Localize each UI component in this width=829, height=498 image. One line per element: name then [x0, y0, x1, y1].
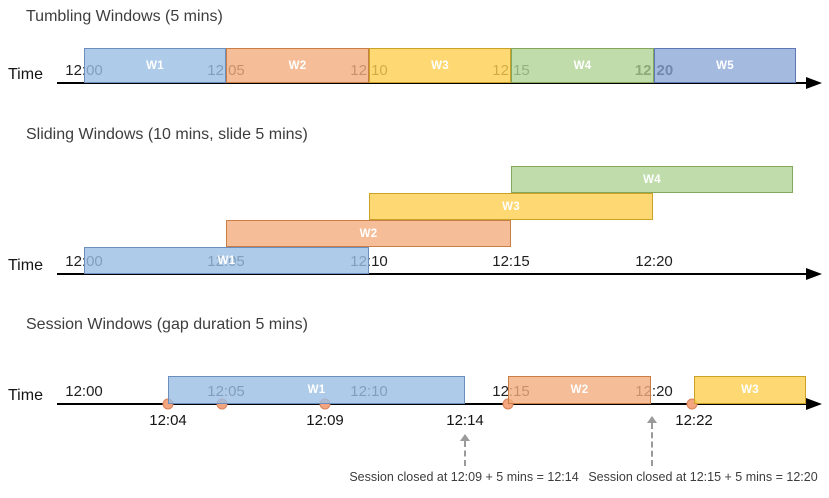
window-label: W3	[502, 200, 520, 213]
callout-arrow	[464, 441, 466, 466]
window-label: W1	[146, 59, 164, 72]
tick-label: 12:20	[635, 253, 673, 270]
callout-arrow-tip-icon	[460, 434, 470, 441]
session-closed-annotation: Session closed at 12:15 + 5 mins = 12:20	[588, 470, 818, 484]
window-bar-w1: W1	[168, 376, 465, 404]
window-label: W5	[716, 59, 734, 72]
event-dot	[686, 398, 698, 410]
window-bar-w2: W2	[508, 376, 651, 404]
tick-label: 12:00	[65, 383, 103, 400]
time-axis	[57, 273, 808, 275]
window-bar-w5: W5	[654, 48, 796, 83]
window-label: W3	[741, 384, 759, 396]
time-axis	[57, 403, 808, 405]
callout-arrow	[651, 423, 653, 466]
section-title-sliding: Sliding Windows (10 mins, slide 5 mins)	[26, 126, 308, 143]
window-bar-w2: W2	[226, 220, 511, 247]
window-label: W1	[307, 384, 326, 396]
time-axis	[57, 82, 808, 84]
window-label: W2	[359, 227, 378, 240]
event-time-label: 12:22	[675, 412, 713, 429]
window-bar-w3: W3	[369, 193, 653, 220]
window-bar-w4: W4	[511, 166, 793, 193]
window-bar-w1: W1	[84, 247, 369, 274]
window-bar-w4: W4	[511, 48, 654, 83]
callout-arrow-tip-icon	[647, 416, 657, 423]
window-bar-w3: W3	[369, 48, 511, 83]
tick-label: 12:15	[492, 253, 530, 270]
window-label: W3	[431, 59, 449, 72]
event-time-label: 12:09	[306, 412, 344, 429]
time-axis-label: Time	[8, 257, 43, 274]
window-label: W4	[573, 59, 592, 72]
window-bar-w2: W2	[226, 48, 369, 83]
time-axis-label: Time	[8, 387, 43, 404]
axis-arrowhead-icon	[806, 77, 822, 89]
axis-arrowhead-icon	[806, 398, 822, 410]
axis-arrowhead-icon	[806, 268, 822, 280]
window-label: W2	[570, 384, 589, 396]
window-label: W4	[643, 173, 661, 186]
window-bar-w1: W1	[84, 48, 226, 83]
time-axis-label: Time	[8, 66, 43, 83]
section-title-tumbling: Tumbling Windows (5 mins)	[26, 8, 223, 25]
session-closed-annotation: Session closed at 12:09 + 5 mins = 12:14	[349, 470, 579, 484]
event-time-label: 12:14	[446, 412, 484, 429]
section-title-session: Session Windows (gap duration 5 mins)	[26, 316, 308, 333]
window-bar-w3: W3	[694, 376, 806, 404]
window-label: W1	[217, 254, 236, 267]
event-time-label: 12:04	[149, 412, 187, 429]
window-label: W2	[288, 59, 307, 72]
